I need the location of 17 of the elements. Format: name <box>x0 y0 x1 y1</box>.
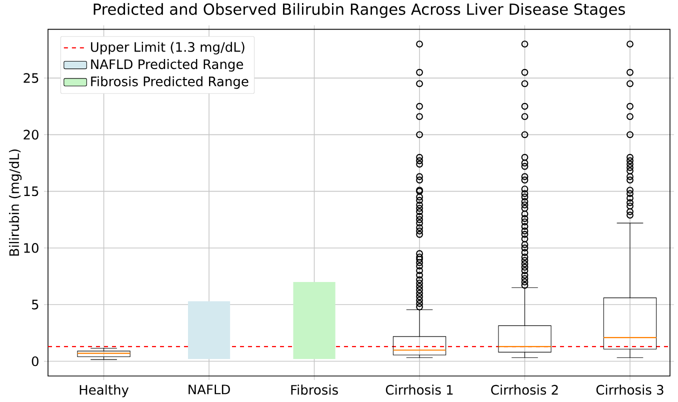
legend-label: NAFLD Predicted Range <box>91 59 244 72</box>
y-tick-label: 0 <box>32 356 38 366</box>
legend-label: Upper Limit (1.3 mg/dL) <box>91 42 244 54</box>
y-tick-label: 10 <box>24 243 38 253</box>
legend-label: Fibrosis Predicted Range <box>91 76 248 89</box>
x-tick-label: Cirrhosis 3 <box>596 384 664 395</box>
x-tick-label: Fibrosis <box>291 384 338 395</box>
y-tick-label: 25 <box>24 73 38 83</box>
x-tick-label: Cirrhosis 2 <box>491 384 558 395</box>
chart-title: Predicted and Observed Bilirubin Ranges Across Liver Disease Stages <box>94 3 625 18</box>
y-tick-label: 15 <box>24 186 38 196</box>
x-tick-label: NAFLD <box>188 384 230 394</box>
x-tick-label: Cirrhosis 1 <box>386 384 453 395</box>
y-axis-title: Bilirubin (mg/dL) <box>9 150 22 256</box>
x-tick-label: Healthy <box>80 384 129 398</box>
y-tick-label: 20 <box>24 130 38 140</box>
y-tick-label: 5 <box>32 300 38 310</box>
